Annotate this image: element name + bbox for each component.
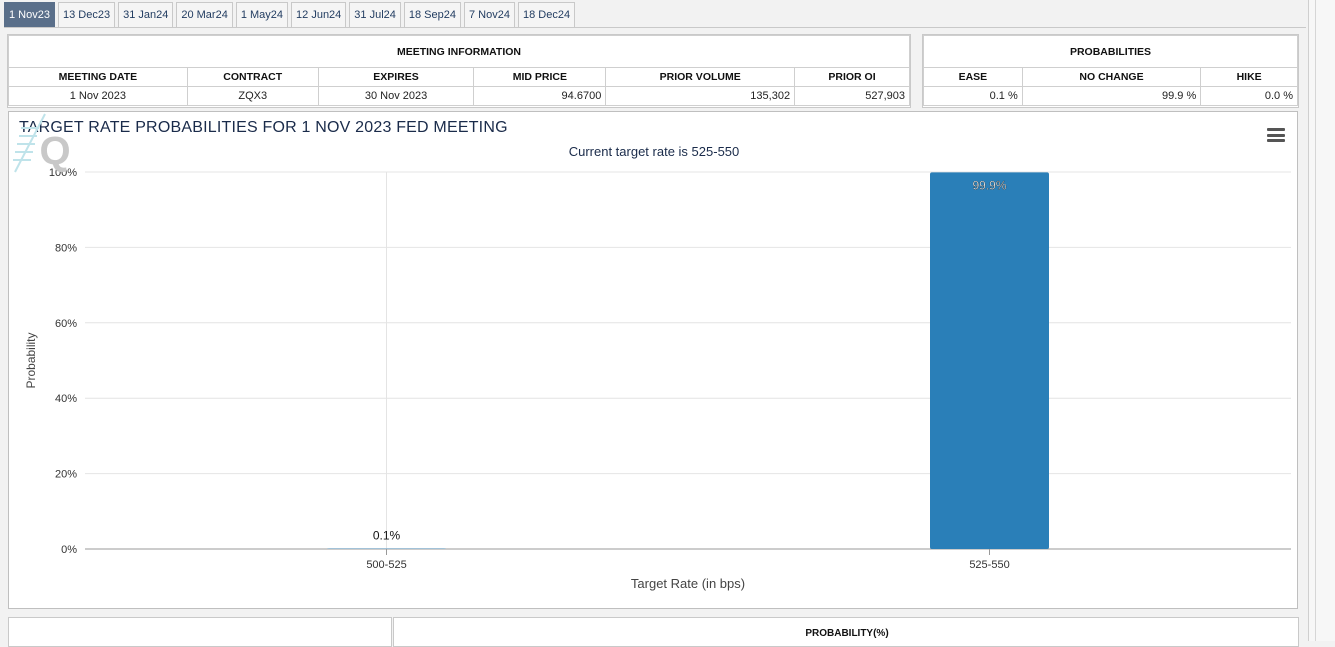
meeting-info-table: MEETING INFORMATION MEETING DATE CONTRAC… — [8, 35, 910, 106]
x-tick-label: 525-550 — [969, 559, 1009, 571]
cell-prior-oi: 527,903 — [795, 87, 910, 106]
tab-18-dec24[interactable]: 18 Dec24 — [518, 2, 575, 28]
header-no-change: NO CHANGE — [1022, 68, 1200, 87]
probabilities-panel: PROBABILITIES EASE NO CHANGE HIKE 0.1 % … — [922, 34, 1299, 108]
x-tick-label: 500-525 — [366, 559, 406, 571]
chart-title: TARGET RATE PROBABILITIES FOR 1 NOV 2023… — [19, 119, 508, 137]
tab-1-nov23[interactable]: 1 Nov23 — [4, 2, 55, 28]
cell-mid-price: 94.6700 — [474, 87, 606, 106]
meeting-info-panel: MEETING INFORMATION MEETING DATE CONTRAC… — [7, 34, 911, 108]
header-contract: CONTRACT — [187, 68, 318, 87]
data-label-525-550: 99.9% — [972, 178, 1006, 192]
header-prior-oi: PRIOR OI — [795, 68, 910, 87]
y-axis-label: Probability — [24, 332, 38, 388]
header-expires: EXPIRES — [318, 68, 474, 87]
x-axis-label: Target Rate (in bps) — [631, 576, 745, 591]
tab-7-nov24[interactable]: 7 Nov24 — [464, 2, 515, 28]
tab-12-jun24[interactable]: 12 Jun24 — [291, 2, 346, 28]
tab-1-may24[interactable]: 1 May24 — [236, 2, 288, 28]
y-tick-label: 80% — [55, 242, 77, 254]
chart-plot: 0%20%40%60%80%100%Probability0.1%500-525… — [9, 112, 1299, 610]
probabilities-table: PROBABILITIES EASE NO CHANGE HIKE 0.1 % … — [923, 35, 1298, 106]
tab-31-jan24[interactable]: 31 Jan24 — [118, 2, 173, 28]
header-hike: HIKE — [1201, 68, 1298, 87]
tab-18-sep24[interactable]: 18 Sep24 — [404, 2, 461, 28]
probabilities-row: 0.1 % 99.9 % 0.0 % — [924, 87, 1298, 106]
y-tick-label: 40% — [55, 393, 77, 405]
cell-hike: 0.0 % — [1201, 87, 1298, 106]
bottom-left-panel — [8, 617, 392, 647]
cell-no-change: 99.9 % — [1022, 87, 1200, 106]
y-tick-label: 0% — [61, 544, 77, 556]
probability-header: PROBABILITY(%) — [394, 628, 1300, 639]
data-label-500-525: 0.1% — [373, 529, 401, 543]
bottom-probability-panel: PROBABILITY(%) — [393, 617, 1299, 647]
cell-meeting-date: 1 Nov 2023 — [9, 87, 188, 106]
bar-525-550 — [930, 172, 1049, 549]
meeting-info-row: 1 Nov 2023 ZQX3 30 Nov 2023 94.6700 135,… — [9, 87, 910, 106]
chart-subtitle: Current target rate is 525-550 — [9, 144, 1299, 159]
header-prior-volume: PRIOR VOLUME — [606, 68, 795, 87]
chart-menu-icon[interactable] — [1267, 128, 1285, 142]
header-ease: EASE — [924, 68, 1023, 87]
header-mid-price: MID PRICE — [474, 68, 606, 87]
tab-13-dec23[interactable]: 13 Dec23 — [58, 2, 115, 28]
cell-contract: ZQX3 — [187, 87, 318, 106]
tab-20-mar24[interactable]: 20 Mar24 — [176, 2, 232, 28]
tab-divider — [4, 27, 1306, 28]
cell-ease: 0.1 % — [924, 87, 1023, 106]
header-meeting-date: MEETING DATE — [9, 68, 188, 87]
tab-31-jul24[interactable]: 31 Jul24 — [349, 2, 401, 28]
q-logo-icon: Q — [9, 112, 79, 182]
y-tick-label: 20% — [55, 469, 77, 481]
cell-prior-volume: 135,302 — [606, 87, 795, 106]
probabilities-title: PROBABILITIES — [924, 36, 1298, 68]
right-scroll-rail[interactable] — [1308, 0, 1335, 641]
cell-expires: 30 Nov 2023 — [318, 87, 474, 106]
meeting-info-title: MEETING INFORMATION — [9, 36, 910, 68]
y-tick-label: 60% — [55, 318, 77, 330]
svg-text:Q: Q — [39, 129, 70, 173]
